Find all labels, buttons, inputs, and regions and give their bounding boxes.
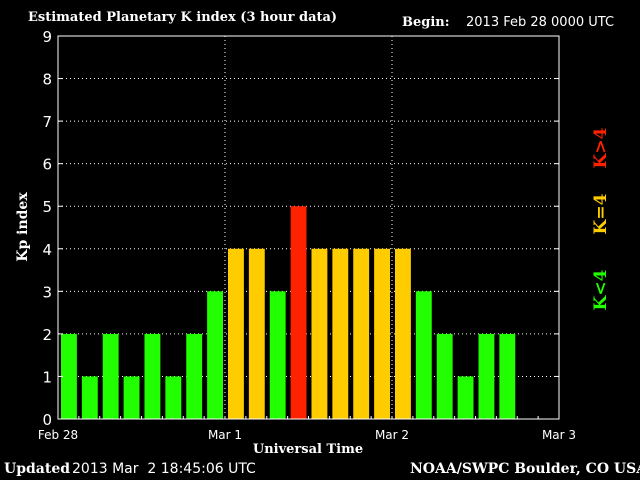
kp-bar (123, 376, 140, 419)
kp-bar (415, 291, 432, 419)
y-tick-label: 5 (42, 198, 52, 216)
legend-k-below-4: K<4 (591, 269, 611, 310)
kp-bar (395, 248, 411, 419)
kp-bar (457, 376, 474, 419)
x-tick-label: Mar 3 (542, 428, 576, 442)
begin-value: 2013 Feb 28 0000 UTC (466, 15, 615, 30)
kp-bar (290, 206, 307, 419)
kp-bar (61, 333, 77, 419)
kp-bar (207, 291, 223, 419)
y-tick-label: 2 (42, 326, 52, 344)
begin-label: Begin: (402, 15, 450, 30)
kp-bar (478, 333, 495, 419)
y-tick-label: 8 (42, 71, 52, 89)
kp-bar (332, 248, 349, 419)
x-tick-label: Mar 2 (375, 428, 409, 442)
y-tick-label: 7 (42, 113, 52, 131)
bars-group (61, 206, 516, 419)
y-tick-label: 4 (42, 241, 52, 259)
y-tick-label: 1 (42, 368, 52, 386)
y-tick-label: 3 (42, 283, 52, 301)
legend-k-above-4: K>4 (591, 127, 611, 168)
kp-bar (436, 333, 453, 419)
legend-k-equal-4: K=4 (591, 193, 611, 234)
kp-bar (165, 376, 182, 419)
kp-bar (269, 291, 286, 419)
kp-bar (311, 248, 328, 419)
y-axis-ticks: 0 1 2 3 4 5 6 7 8 9 (42, 28, 559, 429)
kp-bar (81, 376, 98, 419)
updated-value: 2013 Mar 2 18:45:06 UTC (72, 461, 256, 477)
x-tick-label: Feb 28 (38, 428, 78, 442)
source-credit: NOAA/SWPC Boulder, CO USA (410, 461, 640, 477)
y-tick-label: 9 (42, 28, 52, 46)
kp-bar (102, 333, 119, 419)
x-tick-label: Mar 1 (208, 428, 242, 442)
y-tick-label: 6 (42, 156, 52, 174)
x-axis-ticks: Feb 28 Mar 1 Mar 2 Mar 3 (38, 416, 576, 442)
chart-title: Estimated Planetary K index (3 hour data… (28, 10, 338, 25)
updated-label: Updated (4, 461, 71, 477)
y-axis-label: Kp index (15, 192, 31, 262)
kp-bar (248, 248, 265, 419)
kp-bar (144, 333, 161, 419)
kp-bar (499, 333, 516, 419)
x-axis-label: Universal Time (253, 442, 363, 457)
y-tick-label: 0 (42, 411, 52, 429)
kp-bar (186, 333, 203, 419)
kp-bar (353, 248, 370, 419)
kp-bar (374, 248, 390, 419)
kp-bar (228, 248, 244, 419)
